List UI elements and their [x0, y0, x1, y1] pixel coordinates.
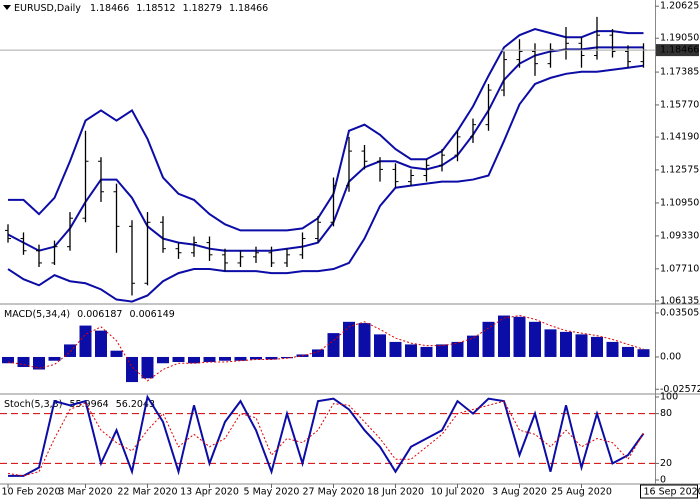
k-line	[8, 394, 645, 477]
macd-bar	[544, 329, 557, 357]
d-line	[7, 400, 644, 477]
macd-bar	[606, 341, 619, 357]
y-tick-label: 0	[660, 475, 666, 486]
macd-bar	[312, 349, 324, 357]
x-label-box	[640, 484, 698, 499]
y-tick-label: 1.12575	[660, 164, 699, 175]
macd-bar	[622, 346, 634, 357]
macd-bar	[389, 341, 402, 357]
macd-bar	[358, 323, 371, 357]
y-tick-label: 1.15770	[660, 99, 699, 110]
x-tick-label: 3 Mar 2020	[58, 487, 112, 498]
macd-bar	[374, 334, 386, 357]
macd-bar	[513, 316, 526, 357]
macd-bar	[281, 356, 293, 359]
macd-title: MACD(5,34,4) 0.006187 0.006149	[4, 309, 175, 320]
y-tick-label: 1.09330	[660, 230, 699, 241]
macd-bar	[2, 356, 14, 364]
chart-title: EURUSD,Daily 1.18466 1.18512 1.18279 1.1…	[14, 3, 268, 14]
stoch-title: Stoch(5,3,3) 55.9964 56.2043	[4, 399, 155, 410]
indicator-name: Stoch(5,3,3)	[4, 399, 62, 410]
quote-close: 1.18466	[229, 3, 268, 14]
macd-bar	[405, 344, 417, 357]
macd-bar	[327, 333, 340, 357]
macd-bar	[219, 356, 231, 361]
quote-low: 1.18279	[183, 3, 222, 14]
macd-bar	[436, 344, 448, 357]
x-tick-label: 16 Sep 2020	[644, 487, 700, 498]
y-tick-label: 0.035058	[660, 307, 700, 318]
bollinger-band	[7, 64, 644, 303]
macd-bar	[575, 334, 588, 357]
macd-bar	[343, 321, 355, 357]
d-value: 56.2043	[116, 399, 155, 410]
x-tick-label: 10 Feb 2020	[1, 487, 60, 498]
y-tick-label: 20	[660, 458, 672, 469]
x-tick-label: 18 Jun 2020	[367, 487, 424, 498]
x-tick-label: 10 Jul 2020	[431, 487, 485, 498]
macd-bar	[110, 350, 123, 357]
last-price-box	[656, 44, 699, 57]
bollinger-band	[7, 46, 644, 252]
quote-open: 1.18466	[90, 3, 129, 14]
y-tick-label: 1.07710	[660, 263, 699, 274]
y-tick-label: 1.20625	[660, 1, 699, 12]
y-tick-label: 80	[660, 408, 672, 419]
k-value: 55.9964	[69, 399, 108, 410]
macd-bar	[467, 335, 479, 357]
macd-bar	[482, 321, 495, 357]
macd-bar	[188, 356, 200, 364]
symbol: EURUSD,Daily	[14, 3, 81, 14]
macd-bar	[250, 356, 262, 360]
macd-bar	[64, 344, 76, 357]
macd-bar	[420, 346, 433, 357]
y-tick-label: 100	[660, 391, 678, 402]
x-tick-label: 13 Apr 2020	[180, 487, 239, 498]
macd-bar	[637, 349, 650, 357]
y-tick-label: 1.10950	[660, 197, 699, 208]
macd-bar	[17, 356, 30, 368]
y-tick-label: 1.14190	[660, 132, 699, 143]
signal-value: 0.006149	[130, 309, 175, 320]
menu-icon[interactable]	[3, 5, 11, 10]
x-tick-label: 22 Mar 2020	[117, 487, 177, 498]
macd-bar	[95, 330, 107, 357]
macd-bar	[591, 336, 603, 357]
macd-bar	[234, 356, 247, 361]
y-tick-label: -0.025725	[660, 384, 700, 395]
last-price-label: 1.18466	[660, 45, 699, 56]
y-tick-label: 0.00	[660, 351, 681, 362]
macd-bar	[529, 321, 541, 357]
indicator-name: MACD(5,34,4)	[4, 309, 70, 320]
bollinger-band	[8, 28, 644, 232]
macd-bar	[451, 341, 464, 357]
macd-value: 0.006187	[77, 309, 122, 320]
y-tick-label: 1.19050	[660, 33, 699, 44]
macd-bar	[157, 356, 169, 364]
macd-bar	[265, 356, 278, 360]
y-tick-label: 1.06135	[660, 295, 699, 306]
macd-bar	[79, 325, 92, 357]
macd-bar	[33, 356, 45, 370]
quote-high: 1.18512	[136, 3, 175, 14]
macd-bar	[48, 356, 61, 361]
macd-bar	[498, 315, 510, 357]
macd-bar	[141, 356, 154, 379]
x-tick-label: 3 Aug 2020	[492, 487, 547, 498]
x-tick-label: 25 Aug 2020	[551, 487, 612, 498]
y-tick-label: 1.17385	[660, 67, 699, 78]
macd-bar	[126, 356, 138, 383]
x-tick-label: 27 May 2020	[303, 487, 365, 498]
signal-line	[7, 315, 644, 382]
x-tick-label: 5 May 2020	[244, 487, 300, 498]
macd-bar	[172, 356, 185, 362]
macd-bar	[203, 356, 216, 362]
macd-bar	[560, 331, 572, 357]
